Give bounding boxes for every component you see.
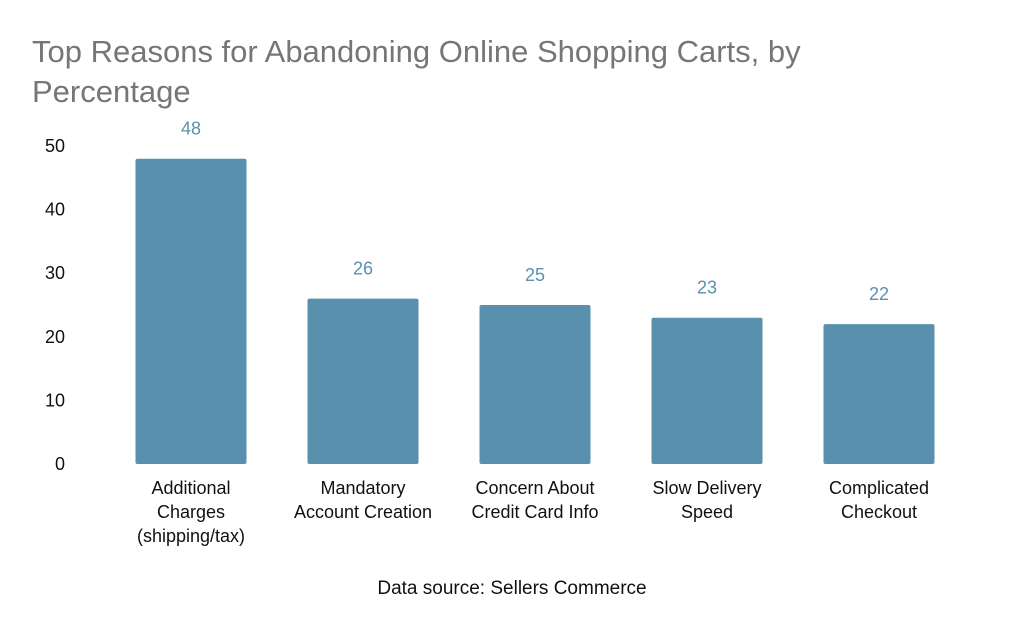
x-tick-label: Slow Delivery Speed bbox=[652, 478, 761, 522]
y-tick-label: 0 bbox=[55, 454, 65, 474]
bars-group bbox=[135, 158, 935, 464]
y-axis: 0 10 20 30 40 50 bbox=[45, 136, 65, 474]
y-tick-label: 50 bbox=[45, 136, 65, 156]
y-tick-label: 40 bbox=[45, 200, 65, 220]
x-tick-label: Additional Charges (shipping/tax) bbox=[137, 478, 245, 546]
x-tick-label: Mandatory Account Creation bbox=[294, 478, 432, 522]
bar-value-label: 25 bbox=[525, 265, 545, 285]
bar-value-label: 23 bbox=[697, 278, 717, 298]
bar-value-label: 22 bbox=[869, 284, 889, 304]
y-tick-label: 30 bbox=[45, 263, 65, 283]
bar bbox=[823, 324, 935, 464]
x-tick-label: Concern About Credit Card Info bbox=[471, 478, 598, 522]
chart-title: Top Reasons for Abandoning Online Shoppi… bbox=[32, 34, 801, 109]
bar bbox=[651, 317, 763, 464]
x-axis: Additional Charges (shipping/tax) Mandatory… bbox=[137, 478, 929, 546]
y-tick-label: 20 bbox=[45, 327, 65, 347]
data-source-note: Data source: Sellers Commerce bbox=[377, 578, 647, 599]
data-labels-group: 48 26 25 23 22 bbox=[181, 119, 889, 304]
bar bbox=[479, 305, 591, 464]
x-tick-label: Complicated Checkout bbox=[829, 478, 929, 522]
bar-value-label: 26 bbox=[353, 259, 373, 279]
y-tick-label: 10 bbox=[45, 390, 65, 410]
bar bbox=[307, 298, 419, 464]
bar-value-label: 48 bbox=[181, 119, 201, 139]
bar bbox=[135, 158, 247, 464]
